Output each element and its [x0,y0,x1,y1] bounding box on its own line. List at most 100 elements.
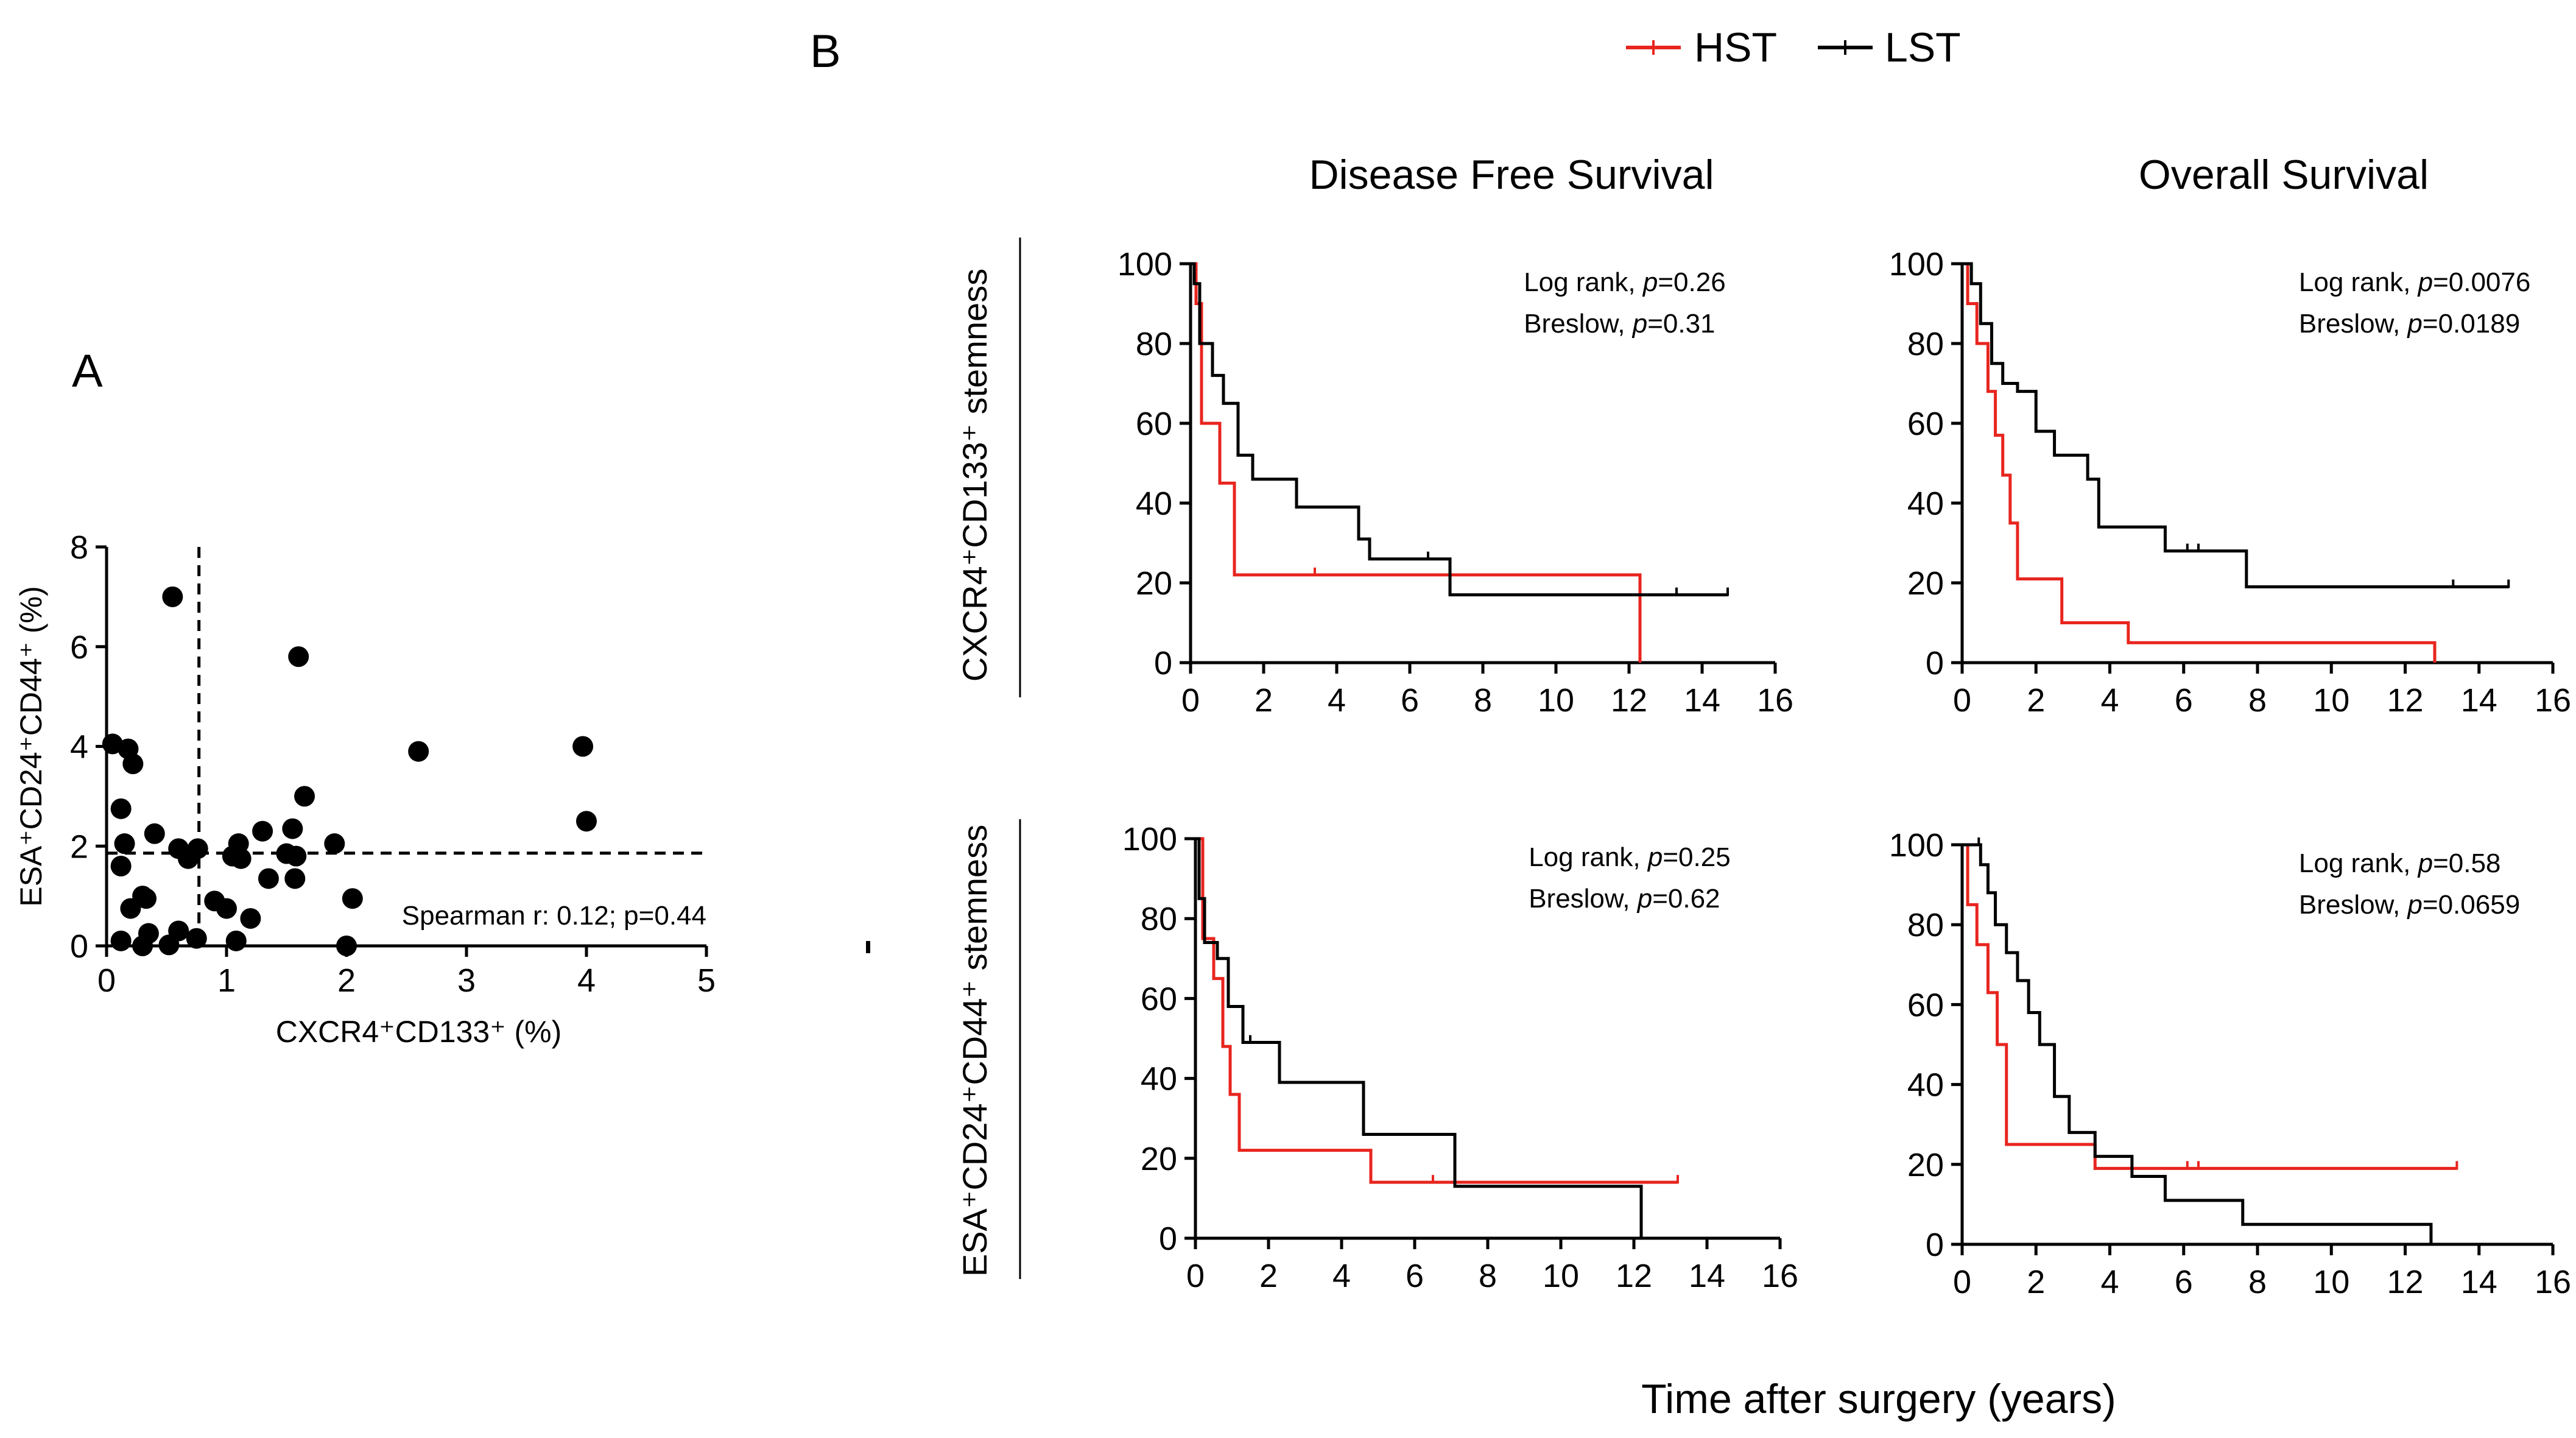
legend: HST LST [1626,24,1961,71]
scatter-point [342,888,363,909]
stat-p-value: =0.26 [1658,267,1725,297]
x-axis-title: CXCR4⁺CD133⁺ (%) [276,1015,562,1049]
x-tick-label: 0 [1953,682,1971,719]
y-tick-label: 40 [1907,485,1944,522]
stat-line-breslow: Breslow, p=0.62 [1529,884,1720,914]
x-tick-label: 12 [1616,1258,1652,1294]
stat-line-log-rank: Log rank, p=0.58 [2299,848,2501,878]
km-curve-hst [1962,262,2437,663]
x-tick-label: 4 [2100,682,2119,719]
x-tick-label: 8 [1474,682,1492,719]
scatter-point [576,811,597,832]
stat-p-symbol: p [2417,848,2433,878]
y-tick-label: 80 [1136,326,1172,362]
scatter-point [144,823,165,844]
scatter-point [114,833,135,855]
x-tick-label: 1 [217,962,236,999]
scatter-point [252,820,273,842]
x-tick-label: 16 [2535,1264,2571,1300]
y-tick-label: 40 [1141,1061,1177,1098]
x-tick-label: 3 [457,962,476,999]
scatter-point [258,868,279,889]
stat-test-name: Log rank, [1524,267,1643,297]
stat-test-name: Breslow, [2299,890,2408,920]
stray-mark [866,941,870,953]
x-tick-label: 0 [1181,682,1200,719]
y-tick-label: 0 [1159,1221,1177,1257]
x-tick-label: 10 [2313,1264,2349,1300]
column-title-dfs: Disease Free Survival [1309,152,1714,198]
km-curve-lst [1962,843,2433,1244]
y-tick-label: 4 [70,729,88,766]
y-tick-label: 2 [70,828,88,865]
x-tick-label: 12 [2387,1264,2423,1300]
scatter-point [230,848,252,869]
stat-p-symbol: p [2406,309,2422,339]
x-tick-label: 8 [1479,1258,1497,1294]
x-tick-label: 0 [1953,1264,1971,1300]
x-tick-label: 2 [2027,682,2045,719]
y-tick-label: 40 [1136,485,1172,522]
y-tick-label: 40 [1907,1067,1944,1104]
stat-test-name: Log rank, [2299,267,2418,297]
y-tick-label: 6 [70,629,88,666]
scatter-point [110,930,132,951]
km-curve-lst [1191,262,1728,597]
scatter-point [110,856,132,876]
y-tick-label: 80 [1907,907,1944,943]
scatter-point [186,928,207,949]
scatter-point [286,845,307,867]
x-tick-label: 0 [1186,1258,1205,1294]
x-tick-label: 12 [2387,682,2423,719]
scatter-point [240,908,261,929]
stat-line-log-rank: Log rank, p=0.26 [1524,267,1726,297]
x-tick-label: 10 [1538,682,1574,719]
x-tick-label: 12 [1611,682,1647,719]
scatter-point [110,798,132,819]
scatter-point [282,818,303,839]
stat-p-symbol: p [2417,267,2433,297]
stat-line-log-rank: Log rank, p=0.25 [1529,842,1731,872]
x-tick-label: 2 [2027,1264,2045,1300]
scatter-point [225,930,247,951]
km-curve-hst [1962,843,2457,1170]
scatter-point [216,898,237,919]
y-tick-label: 100 [1889,827,1944,864]
y-tick-label: 8 [70,529,88,566]
x-tick-label: 6 [2175,682,2193,719]
y-tick-label: 20 [1907,565,1944,602]
shared-x-axis-title: Time after surgery (years) [1641,1376,2116,1422]
km-curve-hst [1191,262,1642,663]
x-tick-label: 4 [2100,1264,2119,1300]
figure-chrome: A B HST LST Disease Free Survival Overal… [72,24,2429,1422]
y-tick-label: 20 [1907,1147,1944,1183]
row-label-esa: ESA⁺CD24⁺CD44⁺ stemness [955,825,994,1277]
stat-test-name: Breslow, [2299,309,2408,339]
stat-p-symbol: p [1636,884,1652,914]
stat-line-breslow: Breslow, p=0.31 [1524,309,1715,339]
scatter-point [187,838,208,859]
x-tick-label: 6 [2175,1264,2193,1300]
x-tick-label: 4 [577,962,596,999]
legend-lst-label: LST [1885,24,1961,71]
stat-p-value: =0.62 [1652,884,1720,914]
km-curve-lst [1962,262,2509,589]
stat-p-value: =0.25 [1663,842,1730,872]
panel-a-scatter: 0 2 4 6 8 0 1 2 3 4 5 Spearman r: 0.12; p=0.44 CXCR4… [14,529,716,1049]
x-tick-label: 8 [2248,1264,2267,1300]
scatter-point [132,936,153,956]
y-tick-label: 60 [1136,406,1172,442]
scatter-point [122,753,144,775]
y-tick-label: 100 [1117,246,1172,283]
stat-p-symbol: p [1647,842,1663,872]
y-tick-label: 0 [1926,1227,1944,1263]
column-title-os: Overall Survival [2139,152,2429,198]
panel-a-label: A [72,345,103,397]
scatter-point [162,586,183,607]
y-tick-label: 100 [1122,821,1177,858]
